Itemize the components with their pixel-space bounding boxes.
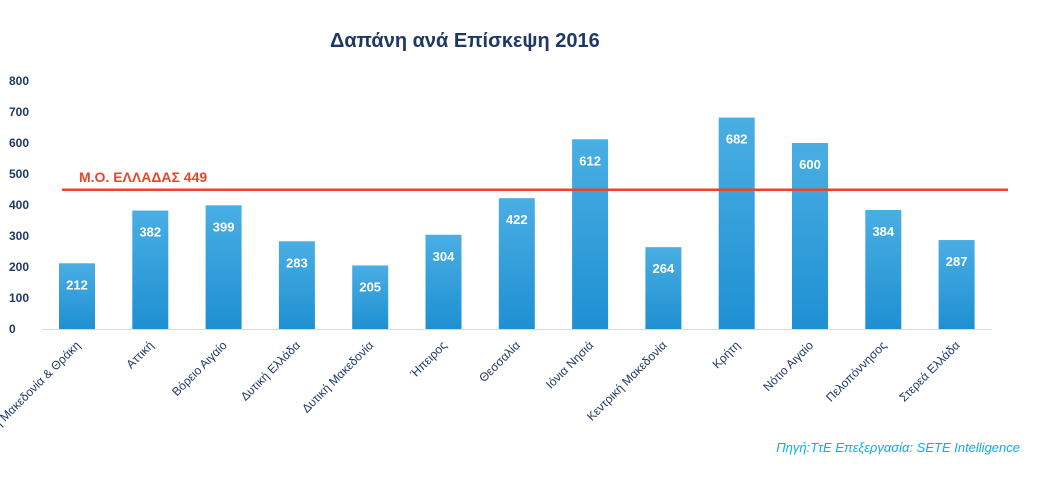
- bar-value-label: 422: [506, 212, 528, 227]
- y-tick-label: 0: [9, 322, 16, 336]
- x-tick-label: Βόρειο Αιγαίο: [169, 338, 230, 399]
- x-tick-label: Κεντρική Μακεδονία: [584, 338, 669, 423]
- y-tick-label: 300: [9, 229, 29, 243]
- bar-value-label: 212: [66, 277, 88, 292]
- y-tick-label: 700: [9, 105, 29, 119]
- y-tick-label: 400: [9, 198, 29, 212]
- x-tick-label: Ήπειρος: [407, 338, 450, 381]
- x-tick-label: Ιόνια Νησιά: [543, 338, 596, 391]
- bar-value-label: 382: [139, 225, 161, 240]
- bar: [865, 209, 902, 329]
- bar: [59, 263, 95, 329]
- y-tick-label: 100: [9, 291, 29, 305]
- bars: 212 382 399 283 205 304 422 612 264 682 600 384 287: [59, 117, 975, 329]
- source-note: Πηγή:ΤτΕ Επεξεργασία: SETE Intelligence: [776, 440, 1020, 455]
- y-tick-label: 600: [9, 136, 29, 150]
- bar-value-label: 283: [286, 255, 308, 270]
- bar: [205, 205, 242, 329]
- bar: [572, 139, 609, 329]
- x-tick-label: Νότιο Αιγαίο: [760, 338, 816, 394]
- bar-value-label: 287: [946, 254, 968, 269]
- average-reference: Μ.Ο. ΕΛΛΑΔΑΣ 449: [62, 169, 1008, 192]
- x-tick-label: Δυτική Ελλάδα: [238, 338, 303, 403]
- bar-value-label: 205: [359, 279, 381, 294]
- y-tick-label: 200: [9, 260, 29, 274]
- y-tick-label: 800: [9, 74, 29, 88]
- bar: [352, 265, 389, 329]
- y-axis: 0 100 200 300 400 500 600 700 800: [9, 74, 992, 336]
- bar: [938, 240, 975, 329]
- x-tick-label: Θεσσαλία: [476, 338, 523, 385]
- bar: [792, 143, 828, 329]
- bar-value-label: 682: [726, 132, 748, 147]
- bar-value-label: 612: [579, 153, 601, 168]
- bar: [425, 234, 462, 329]
- bar-value-label: 264: [653, 261, 675, 276]
- y-tick-label: 500: [9, 167, 29, 181]
- bar-value-label: 600: [799, 157, 821, 172]
- bar: [278, 241, 315, 329]
- x-tick-label: Κρήτη: [710, 338, 743, 371]
- chart-title: Δαπάνη ανά Επίσκεψη 2016: [330, 30, 600, 52]
- bar: [132, 210, 169, 329]
- bar-value-label: 384: [872, 224, 894, 239]
- x-tick-label: Αττική: [123, 338, 156, 371]
- x-tick-label: Δυτική Μακεδονία: [299, 338, 376, 415]
- bar: [718, 117, 755, 329]
- bar-value-label: 304: [433, 249, 455, 264]
- x-tick-label: Ανατολική Μακεδονία & Θράκη: [0, 338, 83, 464]
- x-tick-label: Στερεά Ελλάδα: [896, 338, 962, 404]
- bar: [498, 198, 535, 329]
- x-tick-label: Πελοπόννησος: [823, 338, 889, 404]
- bar-value-label: 399: [213, 219, 235, 234]
- average-line-label: Μ.Ο. ΕΛΛΑΔΑΣ 449: [79, 169, 207, 185]
- bar: [645, 247, 682, 329]
